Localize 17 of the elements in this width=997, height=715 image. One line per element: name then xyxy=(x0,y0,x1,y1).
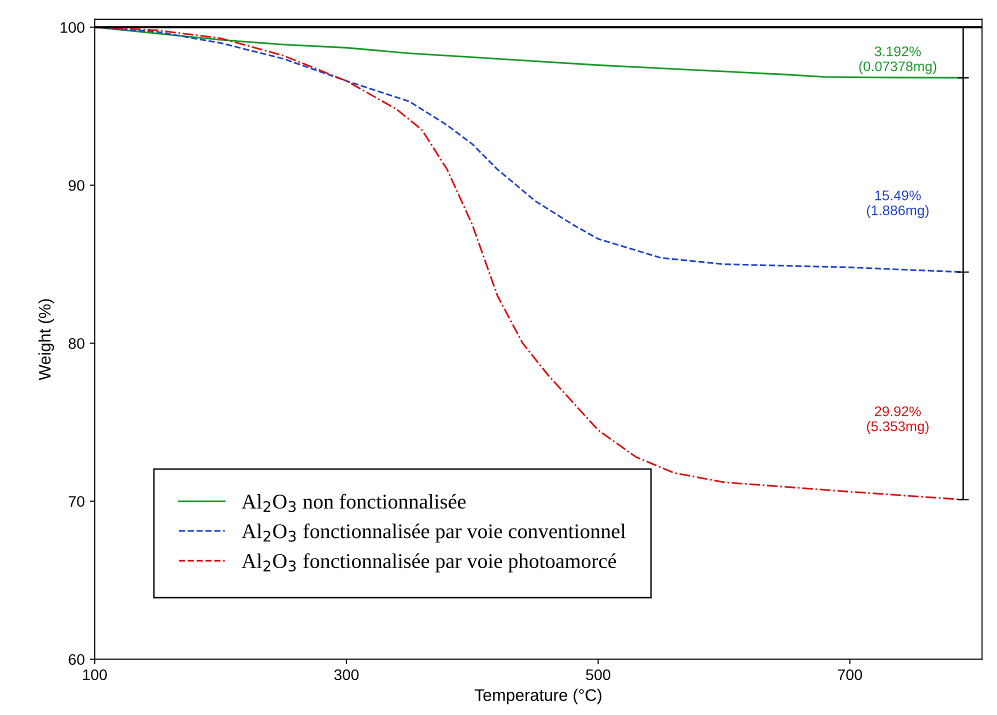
legend-label: Al$_{2}$O$_{3}$ fonctionnalisée par voie conventionnel xyxy=(242,523,626,543)
x-tick-label: 100 xyxy=(83,669,107,680)
legend-label: Al$_{2}$O$_{3}$ non fonctionnalisée xyxy=(242,494,466,512)
annotation: 3.192% (0.07378mg) xyxy=(859,46,936,74)
annotation: 15.49% (1.886mg) xyxy=(866,190,929,218)
y-axis-title: Weight (%) xyxy=(38,299,54,380)
x-tick-label: 500 xyxy=(586,669,610,680)
x-tick-label: 700 xyxy=(838,669,862,680)
x-axis-title: Temperature (°C) xyxy=(474,688,602,704)
y-tick-label: 60 xyxy=(68,654,84,665)
y-tick-label: 100 xyxy=(60,22,84,33)
y-tick-label: 70 xyxy=(68,496,84,507)
y-tick-label: 80 xyxy=(68,338,84,349)
y-tick-label: 90 xyxy=(68,180,84,191)
x-tick-label: 300 xyxy=(334,669,359,680)
annotation: 29.92% (5.353mg) xyxy=(866,406,929,434)
legend-label: Al$_{2}$O$_{3}$ fonctionnalisée par voie photoamorcé xyxy=(242,553,616,572)
